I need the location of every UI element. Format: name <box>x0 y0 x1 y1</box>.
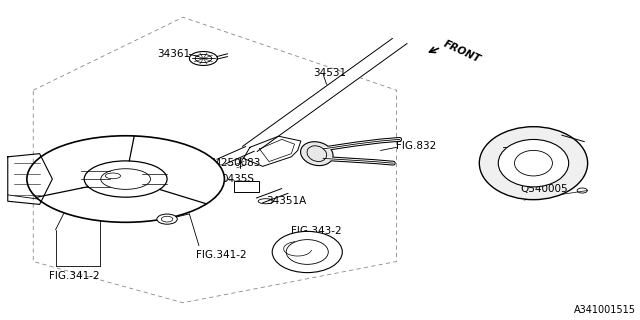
Text: FIG.341-2: FIG.341-2 <box>49 271 100 281</box>
Ellipse shape <box>157 214 177 224</box>
Ellipse shape <box>27 136 225 222</box>
Ellipse shape <box>272 231 342 273</box>
Ellipse shape <box>301 142 333 166</box>
Ellipse shape <box>84 161 167 197</box>
Ellipse shape <box>479 127 588 200</box>
Text: FIG.341-2: FIG.341-2 <box>196 250 246 260</box>
Text: FIG.343-2: FIG.343-2 <box>291 226 342 236</box>
Text: 0435S: 0435S <box>221 174 254 184</box>
Polygon shape <box>243 38 407 151</box>
Text: 34341: 34341 <box>502 147 535 157</box>
Text: 34351A: 34351A <box>266 196 306 206</box>
Text: FRONT: FRONT <box>442 38 483 64</box>
Bar <box>234 180 259 192</box>
Text: A341001515: A341001515 <box>573 305 636 316</box>
Ellipse shape <box>307 146 326 162</box>
Ellipse shape <box>499 140 569 187</box>
Text: 34531: 34531 <box>314 68 347 78</box>
Text: M250083: M250083 <box>212 158 260 168</box>
Polygon shape <box>217 147 254 164</box>
Text: FIG.832: FIG.832 <box>396 141 436 151</box>
Text: 34361: 34361 <box>157 49 191 59</box>
Text: Q540005: Q540005 <box>521 184 568 194</box>
